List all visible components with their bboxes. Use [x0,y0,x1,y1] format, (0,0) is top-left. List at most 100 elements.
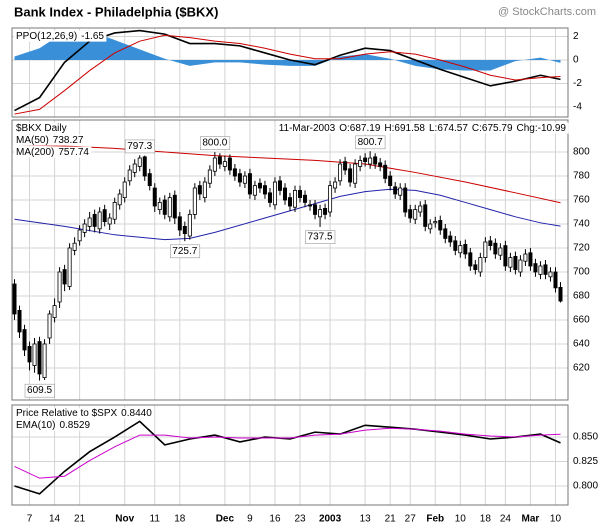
candle-body [287,197,292,207]
candle-body [277,180,282,191]
legend-value: 738.27 [53,135,84,146]
quote-label: Chg: [517,123,538,134]
legend-background [276,122,569,134]
annotation-label: 725.7 [172,246,197,257]
candle-body [177,216,182,231]
candle-body [92,214,97,227]
y-tick-label: 720 [573,243,590,254]
legend-background [14,407,155,419]
y-tick-label: 0.825 [573,456,598,467]
candle-body [358,160,363,167]
series-line [14,188,561,241]
candle-body [518,259,523,273]
candle-body [413,209,418,220]
candle-body [498,247,503,256]
panel-label: $BKX Daily [16,123,67,134]
legend-name: MA(200) [16,147,54,158]
quote-date: 11-Mar-2003 [279,123,336,134]
candle-body [538,265,543,275]
candle-body [127,169,132,182]
candle-body [513,256,518,270]
annotation-label: 800.7 [358,137,383,148]
candle-body [373,156,378,165]
x-tick-label: 14 [49,514,61,525]
candle-body [67,247,72,287]
x-tick-label: 21 [385,514,397,525]
candle-body [418,205,423,213]
legend-name: EMA(10) [16,420,55,431]
y-tick-label: 660 [573,315,590,326]
candle-body [47,313,52,339]
x-tick-label: 10 [550,514,562,525]
candle-body [257,182,262,189]
histogram-area [14,30,561,71]
candle-body [57,271,62,303]
candle-body [388,175,393,187]
candle-body [182,226,187,235]
candle-body [172,194,177,219]
panel-border [11,404,569,506]
candle-body [212,157,217,172]
candle-body [508,257,513,268]
panel-frame [12,405,568,505]
y-tick-label: -4 [573,102,582,113]
candle-body [353,163,358,184]
x-tick-label: Dec [216,514,235,525]
candle-body [443,228,448,239]
candle-body [323,208,328,215]
legend-value: 0.8529 [59,420,90,431]
candle-body [448,235,453,243]
legend-background [14,122,69,134]
candle-body [72,242,77,251]
y-tick-label: -2 [573,78,582,89]
panel-border [11,119,569,401]
candle-body [62,269,67,285]
legend-background [14,30,107,42]
series-line [14,144,561,204]
candle-body [247,173,252,195]
y-tick-label: 0.800 [573,481,598,492]
candle-body [463,244,468,255]
annotation-background [124,139,155,154]
candle-body [87,217,92,227]
legend-entry: $BKX Daily [16,123,67,134]
x-tick-label: 18 [480,514,492,525]
candle-body [378,162,383,167]
quote-value: 675.79 [482,123,513,134]
candle-body [232,168,237,177]
candle-body [348,168,353,183]
x-tick-label: 9 [247,514,253,525]
candle-body [393,186,398,195]
series-line [14,427,561,479]
candle-body [207,169,212,184]
x-tick-label: Feb [426,514,444,525]
candle-body [147,173,152,187]
legend-entry: Price Relative to $SPX 0.8440 [16,408,152,419]
annotation-label: 737.5 [308,232,333,243]
series-line [14,420,561,495]
y-tick-label: 780 [573,171,590,182]
y-tick-label: 800 [573,147,590,158]
candle-body [428,223,433,230]
candle-body [52,305,57,318]
x-tick-label: 23 [294,514,306,525]
candle-body [328,185,333,213]
quote-label: L: [429,123,437,134]
candle-body [222,161,227,167]
candle-body [368,157,373,165]
candle-body [438,220,443,231]
candle-body [237,173,242,183]
panel-border [11,27,569,118]
candle-body [197,185,202,195]
candle-body [202,181,207,199]
y-tick-label: 740 [573,219,590,230]
x-tick-label: 13 [360,514,372,525]
candle-body [553,271,558,289]
candle-body [162,199,167,215]
annotation-label: 800.0 [202,138,227,149]
candle-body [483,241,488,259]
candle-body [112,202,117,220]
candle-body [503,245,508,267]
candle-body [242,175,247,184]
candle-body [478,257,483,273]
